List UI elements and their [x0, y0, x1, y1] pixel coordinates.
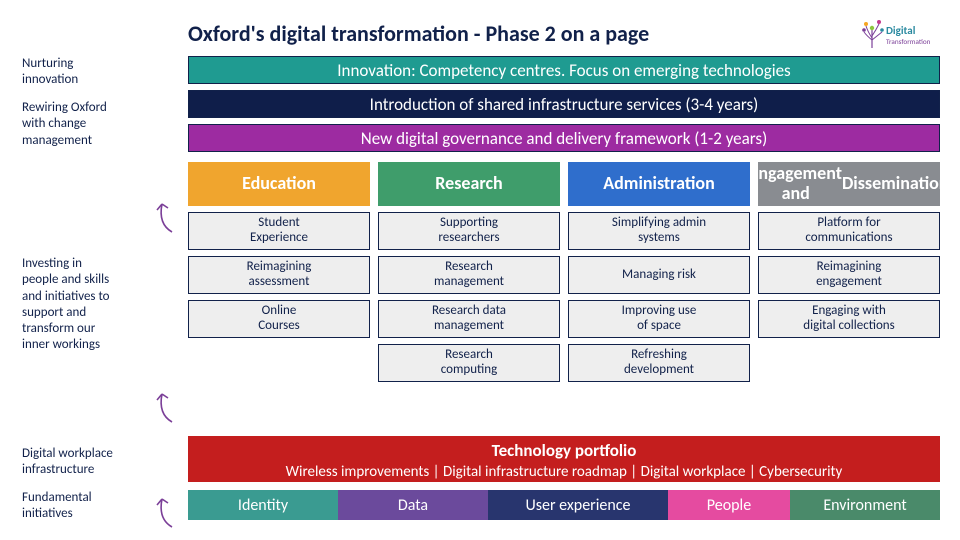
- fundamental-cell-4: Environment: [790, 490, 940, 520]
- logo-text-bottom: Transformation: [886, 37, 931, 46]
- banner-1: Introduction of shared infrastructure se…: [188, 90, 940, 118]
- pillar-head-2: Administration: [568, 162, 750, 206]
- pillar-item-1-2: Research datamanagement: [378, 300, 560, 338]
- fundamental-cell-0: Identity: [188, 490, 338, 520]
- side-label-2: Investing inpeople and skillsand initiat…: [22, 256, 172, 354]
- pillar-item-1-1: Researchmanagement: [378, 256, 560, 294]
- side-label-3: Digital workplaceinfrastructure: [22, 446, 172, 479]
- pillar-head-0: Education: [188, 162, 370, 206]
- side-label-0: Nurturinginnovation: [22, 56, 162, 89]
- pillar-item-2-0: Simplifying adminsystems: [568, 212, 750, 250]
- logo-text-top: Digital: [886, 24, 916, 37]
- pillar-item-3-0: Platform forcommunications: [758, 212, 940, 250]
- technology-portfolio-title: Technology portfolio: [188, 436, 940, 461]
- pillar-item-0-1: Reimaginingassessment: [188, 256, 370, 294]
- pillar-item-3-2: Engaging withdigital collections: [758, 300, 940, 338]
- pillar-item-1-0: Supportingresearchers: [378, 212, 560, 250]
- pillar-item-2-3: Refreshingdevelopment: [568, 344, 750, 382]
- fundamental-cell-2: User experience: [488, 490, 668, 520]
- banner-2: New digital governance and delivery fram…: [188, 124, 940, 152]
- page-title: Oxford's digital transformation - Phase …: [188, 20, 649, 47]
- tree-icon: [862, 20, 884, 48]
- fundamental-cell-3: People: [668, 490, 790, 520]
- technology-portfolio-block: Technology portfolio Wireless improvemen…: [188, 436, 940, 482]
- banner-0: Innovation: Competency centres. Focus on…: [188, 56, 940, 84]
- pillar-item-1-3: Researchcomputing: [378, 344, 560, 382]
- curve-arrow-icon: [152, 380, 180, 431]
- curve-arrow-icon: [152, 485, 180, 536]
- fundamental-cell-1: Data: [338, 490, 488, 520]
- curve-arrow-icon: [152, 190, 180, 241]
- digital-transformation-logo: Digital Transformation: [862, 10, 942, 52]
- technology-portfolio-subtitle: Wireless improvements | Digital infrastr…: [188, 461, 940, 481]
- pillar-item-0-2: OnlineCourses: [188, 300, 370, 338]
- side-label-1: Rewiring Oxfordwith changemanagement: [22, 100, 172, 149]
- pillar-item-0-0: StudentExperience: [188, 212, 370, 250]
- fundamental-initiatives-row: IdentityDataUser experiencePeopleEnviron…: [188, 490, 940, 520]
- pillar-head-1: Research: [378, 162, 560, 206]
- pillar-item-2-2: Improving useof space: [568, 300, 750, 338]
- pillar-item-2-1: Managing risk: [568, 256, 750, 294]
- pillar-head-3: Engagement andDissemination: [758, 162, 940, 206]
- pillar-item-3-1: Reimaginingengagement: [758, 256, 940, 294]
- side-label-4: Fundamentalinitiatives: [22, 490, 172, 523]
